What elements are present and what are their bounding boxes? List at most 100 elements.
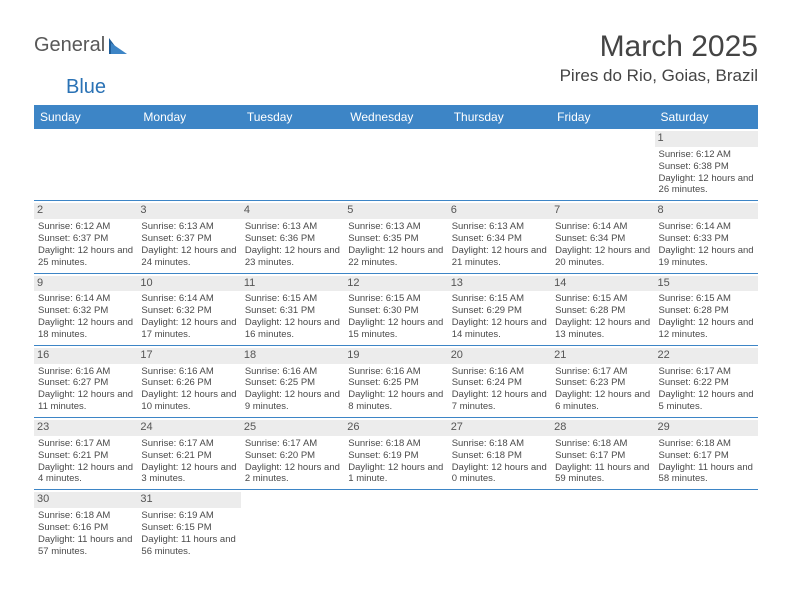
day-cell: 31Sunrise: 6:19 AMSunset: 6:15 PMDayligh… (137, 490, 240, 562)
weekday-header: Sunday (34, 105, 137, 129)
sunrise-text: Sunrise: 6:18 AM (348, 438, 443, 450)
daylight-text: Daylight: 12 hours and 6 minutes. (555, 389, 650, 413)
brand-general: General (34, 34, 105, 57)
day-number: 11 (241, 276, 344, 292)
month-title: March 2025 (560, 30, 758, 64)
sunset-text: Sunset: 6:30 PM (348, 305, 443, 317)
day-cell: 7Sunrise: 6:14 AMSunset: 6:34 PMDaylight… (551, 201, 654, 273)
daylight-text: Daylight: 12 hours and 18 minutes. (38, 317, 133, 341)
daylight-text: Daylight: 11 hours and 57 minutes. (38, 534, 133, 558)
weekday-header: Friday (551, 105, 654, 129)
sunset-text: Sunset: 6:34 PM (452, 233, 547, 245)
day-cell: 4Sunrise: 6:13 AMSunset: 6:36 PMDaylight… (241, 201, 344, 273)
day-number: 20 (448, 348, 551, 364)
daylight-text: Daylight: 12 hours and 14 minutes. (452, 317, 547, 341)
sunset-text: Sunset: 6:23 PM (555, 377, 650, 389)
sunset-text: Sunset: 6:32 PM (38, 305, 133, 317)
daylight-text: Daylight: 12 hours and 16 minutes. (245, 317, 340, 341)
day-number: 22 (655, 348, 758, 364)
sunset-text: Sunset: 6:26 PM (141, 377, 236, 389)
sunrise-text: Sunrise: 6:14 AM (555, 221, 650, 233)
sunrise-text: Sunrise: 6:12 AM (659, 149, 754, 161)
daylight-text: Daylight: 12 hours and 2 minutes. (245, 462, 340, 486)
sunset-text: Sunset: 6:24 PM (452, 377, 547, 389)
sunset-text: Sunset: 6:35 PM (348, 233, 443, 245)
daylight-text: Daylight: 12 hours and 17 minutes. (141, 317, 236, 341)
day-cell (241, 490, 344, 562)
sunrise-text: Sunrise: 6:13 AM (348, 221, 443, 233)
weekday-header: Tuesday (241, 105, 344, 129)
day-cell: 26Sunrise: 6:18 AMSunset: 6:19 PMDayligh… (344, 418, 447, 490)
day-number: 17 (137, 348, 240, 364)
sunset-text: Sunset: 6:18 PM (452, 450, 547, 462)
sunrise-text: Sunrise: 6:16 AM (38, 366, 133, 378)
daylight-text: Daylight: 12 hours and 5 minutes. (659, 389, 754, 413)
daylight-text: Daylight: 12 hours and 10 minutes. (141, 389, 236, 413)
daylight-text: Daylight: 12 hours and 8 minutes. (348, 389, 443, 413)
sunset-text: Sunset: 6:28 PM (555, 305, 650, 317)
weekday-header: Wednesday (344, 105, 447, 129)
weekday-header: Thursday (448, 105, 551, 129)
sunrise-text: Sunrise: 6:16 AM (245, 366, 340, 378)
sunset-text: Sunset: 6:36 PM (245, 233, 340, 245)
day-cell: 9Sunrise: 6:14 AMSunset: 6:32 PMDaylight… (34, 273, 137, 345)
day-cell: 25Sunrise: 6:17 AMSunset: 6:20 PMDayligh… (241, 418, 344, 490)
day-cell: 12Sunrise: 6:15 AMSunset: 6:30 PMDayligh… (344, 273, 447, 345)
sunset-text: Sunset: 6:25 PM (348, 377, 443, 389)
daylight-text: Daylight: 12 hours and 21 minutes. (452, 245, 547, 269)
day-cell (655, 490, 758, 562)
sunset-text: Sunset: 6:37 PM (38, 233, 133, 245)
day-number: 2 (34, 203, 137, 219)
day-number: 14 (551, 276, 654, 292)
daylight-text: Daylight: 11 hours and 58 minutes. (659, 462, 754, 486)
daylight-text: Daylight: 12 hours and 4 minutes. (38, 462, 133, 486)
sunset-text: Sunset: 6:21 PM (141, 450, 236, 462)
sunset-text: Sunset: 6:31 PM (245, 305, 340, 317)
day-number: 19 (344, 348, 447, 364)
day-cell (137, 129, 240, 201)
sunrise-text: Sunrise: 6:16 AM (141, 366, 236, 378)
day-cell: 22Sunrise: 6:17 AMSunset: 6:22 PMDayligh… (655, 345, 758, 417)
day-cell: 11Sunrise: 6:15 AMSunset: 6:31 PMDayligh… (241, 273, 344, 345)
day-number: 29 (655, 420, 758, 436)
day-number: 3 (137, 203, 240, 219)
sunrise-text: Sunrise: 6:17 AM (555, 366, 650, 378)
daylight-text: Daylight: 12 hours and 13 minutes. (555, 317, 650, 341)
day-cell: 19Sunrise: 6:16 AMSunset: 6:25 PMDayligh… (344, 345, 447, 417)
day-cell: 13Sunrise: 6:15 AMSunset: 6:29 PMDayligh… (448, 273, 551, 345)
day-number: 16 (34, 348, 137, 364)
sunset-text: Sunset: 6:25 PM (245, 377, 340, 389)
title-block: March 2025 Pires do Rio, Goias, Brazil (560, 30, 758, 86)
sunset-text: Sunset: 6:16 PM (38, 522, 133, 534)
day-number: 4 (241, 203, 344, 219)
sunset-text: Sunset: 6:15 PM (141, 522, 236, 534)
day-cell: 15Sunrise: 6:15 AMSunset: 6:28 PMDayligh… (655, 273, 758, 345)
sunset-text: Sunset: 6:28 PM (659, 305, 754, 317)
day-cell: 23Sunrise: 6:17 AMSunset: 6:21 PMDayligh… (34, 418, 137, 490)
sunrise-text: Sunrise: 6:15 AM (555, 293, 650, 305)
day-number: 9 (34, 276, 137, 292)
sunrise-text: Sunrise: 6:13 AM (141, 221, 236, 233)
day-cell: 27Sunrise: 6:18 AMSunset: 6:18 PMDayligh… (448, 418, 551, 490)
day-cell (344, 129, 447, 201)
day-number: 18 (241, 348, 344, 364)
day-cell: 6Sunrise: 6:13 AMSunset: 6:34 PMDaylight… (448, 201, 551, 273)
day-number: 1 (655, 131, 758, 147)
day-cell: 17 Sunrise: 6:16 AMSunset: 6:26 PMDayligh… (137, 345, 240, 417)
day-number: 7 (551, 203, 654, 219)
calendar-body: 1Sunrise: 6:12 AMSunset: 6:38 PMDaylight… (34, 129, 758, 562)
sunset-text: Sunset: 6:32 PM (141, 305, 236, 317)
sunset-text: Sunset: 6:27 PM (38, 377, 133, 389)
sunrise-text: Sunrise: 6:14 AM (38, 293, 133, 305)
day-cell: 20Sunrise: 6:16 AMSunset: 6:24 PMDayligh… (448, 345, 551, 417)
day-cell: 18Sunrise: 6:16 AMSunset: 6:25 PMDayligh… (241, 345, 344, 417)
day-cell (448, 129, 551, 201)
day-cell: 28Sunrise: 6:18 AMSunset: 6:17 PMDayligh… (551, 418, 654, 490)
day-cell: 30Sunrise: 6:18 AMSunset: 6:16 PMDayligh… (34, 490, 137, 562)
day-cell: 2Sunrise: 6:12 AMSunset: 6:37 PMDaylight… (34, 201, 137, 273)
sunset-text: Sunset: 6:29 PM (452, 305, 547, 317)
brand-blue: Blue (66, 76, 106, 99)
sunset-text: Sunset: 6:19 PM (348, 450, 443, 462)
daylight-text: Daylight: 12 hours and 23 minutes. (245, 245, 340, 269)
sunrise-text: Sunrise: 6:15 AM (348, 293, 443, 305)
